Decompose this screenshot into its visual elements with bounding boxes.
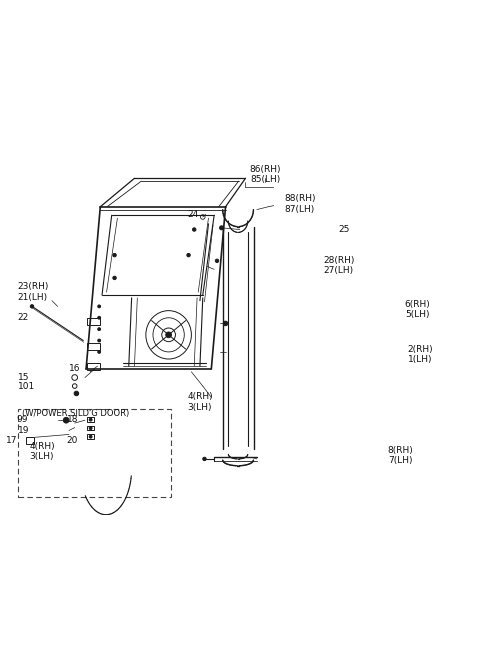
Text: 15: 15 [18, 373, 29, 382]
Text: 17: 17 [6, 436, 18, 445]
Text: (W/POWER SILD'G DOOR): (W/POWER SILD'G DOOR) [22, 409, 129, 418]
Circle shape [219, 226, 224, 230]
Text: 8(RH)
7(LH): 8(RH) 7(LH) [388, 446, 414, 465]
Circle shape [98, 350, 101, 354]
Circle shape [223, 321, 228, 326]
Circle shape [89, 436, 92, 438]
Text: 23(RH)
21(LH): 23(RH) 21(LH) [18, 283, 49, 302]
Text: 2(RH)
1(LH): 2(RH) 1(LH) [408, 345, 433, 365]
Circle shape [89, 427, 92, 430]
Text: 86(RH)
85(LH): 86(RH) 85(LH) [250, 165, 281, 184]
Bar [87, 318, 100, 325]
Circle shape [98, 316, 101, 319]
Circle shape [30, 304, 34, 308]
Circle shape [113, 253, 116, 257]
Circle shape [98, 305, 101, 308]
Text: 18: 18 [67, 415, 78, 424]
Bar [87, 343, 100, 350]
Text: 24: 24 [187, 210, 198, 218]
Text: 25: 25 [339, 225, 350, 234]
Circle shape [216, 259, 219, 262]
Bar [87, 434, 94, 439]
Circle shape [98, 328, 101, 331]
Text: 16: 16 [69, 365, 81, 373]
Text: 22: 22 [18, 314, 29, 322]
Text: 6(RH)
5(LH): 6(RH) 5(LH) [405, 300, 431, 319]
Bar [87, 363, 100, 370]
Circle shape [192, 228, 196, 231]
Circle shape [89, 419, 92, 421]
Text: 101: 101 [18, 382, 35, 390]
Text: 4(RH)
3(LH): 4(RH) 3(LH) [187, 392, 213, 412]
Text: 4(RH)
3(LH): 4(RH) 3(LH) [29, 442, 55, 461]
Text: 20: 20 [67, 436, 78, 445]
Text: 88(RH)
87(LH): 88(RH) 87(LH) [284, 194, 316, 214]
Circle shape [98, 339, 101, 342]
Circle shape [166, 332, 171, 338]
Circle shape [74, 391, 79, 396]
Bar [26, 438, 34, 444]
Circle shape [113, 276, 116, 279]
Circle shape [63, 417, 69, 423]
Text: 99: 99 [17, 415, 28, 424]
Text: 28(RH)
27(LH): 28(RH) 27(LH) [324, 256, 355, 275]
Bar [87, 417, 94, 422]
Circle shape [187, 253, 190, 257]
Bar [87, 426, 94, 430]
Text: 19: 19 [18, 426, 29, 435]
Circle shape [203, 457, 206, 461]
